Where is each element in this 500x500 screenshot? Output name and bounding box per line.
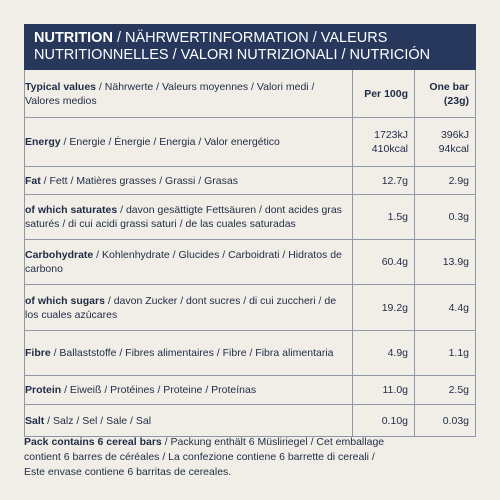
title-rest: / NÄHRWERTINFORMATION / VALEURS NUTRITIO… <box>34 30 431 63</box>
table-row: Carbohydrate / Kohlenhydrate / Glucides … <box>25 240 475 285</box>
value-line: Per 100g <box>364 87 408 100</box>
row-label: Carbohydrate / Kohlenhydrate / Glucides … <box>25 248 352 276</box>
footer-bold: Pack contains 6 cereal bars <box>24 436 162 448</box>
label-rest: / Eiweiß / Protéines / Proteine / Proteí… <box>61 384 257 396</box>
value-cell: 60.4g <box>352 240 414 284</box>
value-cell: 396kJ 94kcal <box>414 118 475 166</box>
value-cell: 0.03g <box>414 405 475 436</box>
value-cell: Per 100g <box>352 70 414 117</box>
value-cell: 12.7g <box>352 167 414 194</box>
value-line: 2.5g <box>448 384 469 396</box>
table-row: Fat / Fett / Matières grasses / Grassi /… <box>25 167 475 195</box>
label-bold: Energy <box>25 136 61 148</box>
value-cell: 19.2g <box>352 285 414 330</box>
value-cell: 1.1g <box>414 331 475 375</box>
table-row: Salt / Salz / Sel / Sale / Sal 0.10g 0.03g <box>25 405 475 436</box>
row-label: Fibre / Ballaststoffe / Fibres alimentai… <box>25 346 352 360</box>
row-label: of which sugars / davon Zucker / dont su… <box>25 294 352 322</box>
value-cell: 4.9g <box>352 331 414 375</box>
label-bold: of which saturates <box>25 204 118 216</box>
label-bold: Salt <box>25 414 45 427</box>
nutrition-table: Typical values / Nährwerte / Valeurs moy… <box>24 70 476 437</box>
value-line: 19.2g <box>381 301 408 314</box>
row-label: Energy / Energie / Énergie / Energia / V… <box>25 135 352 149</box>
value-line: 13.9g <box>442 256 469 268</box>
value-line: 4.4g <box>448 301 469 314</box>
label-rest: / Ballaststoffe / Fibres alimentaires / … <box>50 347 334 359</box>
footer: Pack contains 6 cereal bars / Packung en… <box>24 435 394 480</box>
value-line: 1.5g <box>387 211 408 223</box>
value-cell: 11.0g <box>352 376 414 404</box>
value-line: 1.1g <box>448 347 469 359</box>
value-line: 0.10g <box>381 414 408 427</box>
value-line: 94kcal <box>438 143 469 155</box>
label-rest: / Energie / Énergie / Energia / Valor en… <box>60 136 280 148</box>
value-line: (23g) <box>443 94 469 107</box>
value-line: 0.03g <box>442 414 469 427</box>
value-line: 1723kJ <box>374 129 408 141</box>
row-label: Salt / Salz / Sel / Sale / Sal <box>25 414 352 428</box>
label-rest: / davon Zucker / dont sucres / di cui zu… <box>25 294 337 321</box>
label-bold: Protein <box>25 384 62 396</box>
value-line: 12.7g <box>381 174 408 187</box>
value-cell: 13.9g <box>414 240 475 284</box>
value-line: 410kcal <box>371 143 408 155</box>
value-cell: 0.10g <box>352 405 414 436</box>
value-line: 11.0g <box>382 384 409 396</box>
value-cell: One bar (23g) <box>414 70 475 117</box>
label-rest: / davon gesättigte Fettsäuren / dont aci… <box>25 204 342 230</box>
value-line: 396kJ <box>440 129 469 141</box>
value-cell: 1.5g <box>352 195 414 239</box>
value-line: 0.3g <box>448 211 469 223</box>
table-row: of which sugars / davon Zucker / dont su… <box>25 285 475 331</box>
value-line: 60.4g <box>381 256 408 268</box>
title-bold: NUTRITION <box>34 30 113 46</box>
row-label: Fat / Fett / Matières grasses / Grassi /… <box>25 174 352 188</box>
row-label: Protein / Eiweiß / Protéines / Proteine … <box>25 383 352 397</box>
value-cell: 0.3g <box>414 195 475 239</box>
label-bold: Fat <box>25 174 41 187</box>
label-rest: / Fett / Matières grasses / Grassi / Gra… <box>40 174 238 187</box>
header: NUTRITION / NÄHRWERTINFORMATION / VALEUR… <box>24 24 476 70</box>
value-cell: 1723kJ 410kcal <box>352 118 414 166</box>
label-rest: / Kohlenhydrate / Glucides / Carboidrati… <box>25 249 342 275</box>
value-line: One bar <box>429 80 469 93</box>
table-row: Energy / Energie / Énergie / Energia / V… <box>25 118 475 167</box>
label-bold: Carbohydrate <box>25 249 94 261</box>
label-bold: Typical values <box>25 80 97 93</box>
table-row: of which saturates / davon gesättigte Fe… <box>25 195 475 240</box>
value-cell: 2.5g <box>414 376 475 404</box>
value-line: 4.9g <box>387 347 408 359</box>
value-cell: 4.4g <box>414 285 475 330</box>
header-title: NUTRITION / NÄHRWERTINFORMATION / VALEUR… <box>34 30 466 64</box>
row-label: Typical values / Nährwerte / Valeurs moy… <box>25 80 352 108</box>
table-row: Protein / Eiweiß / Protéines / Proteine … <box>25 376 475 405</box>
label-rest: / Salz / Sel / Sale / Sal <box>44 414 152 427</box>
row-label: of which saturates / davon gesättigte Fe… <box>25 203 352 231</box>
value-cell: 2.9g <box>414 167 475 194</box>
table-row: Fibre / Ballaststoffe / Fibres alimentai… <box>25 331 475 376</box>
label-bold: of which sugars <box>25 294 105 307</box>
value-line: 2.9g <box>448 174 469 187</box>
footer-rest: / Packung enthält 6 Müsliriegel / Cet em… <box>24 436 385 478</box>
label-rest: / Nährwerte / Valeurs moyennes / Valori … <box>25 80 315 107</box>
label-bold: Fibre <box>25 347 51 359</box>
table-row: Typical values / Nährwerte / Valeurs moy… <box>25 70 475 118</box>
